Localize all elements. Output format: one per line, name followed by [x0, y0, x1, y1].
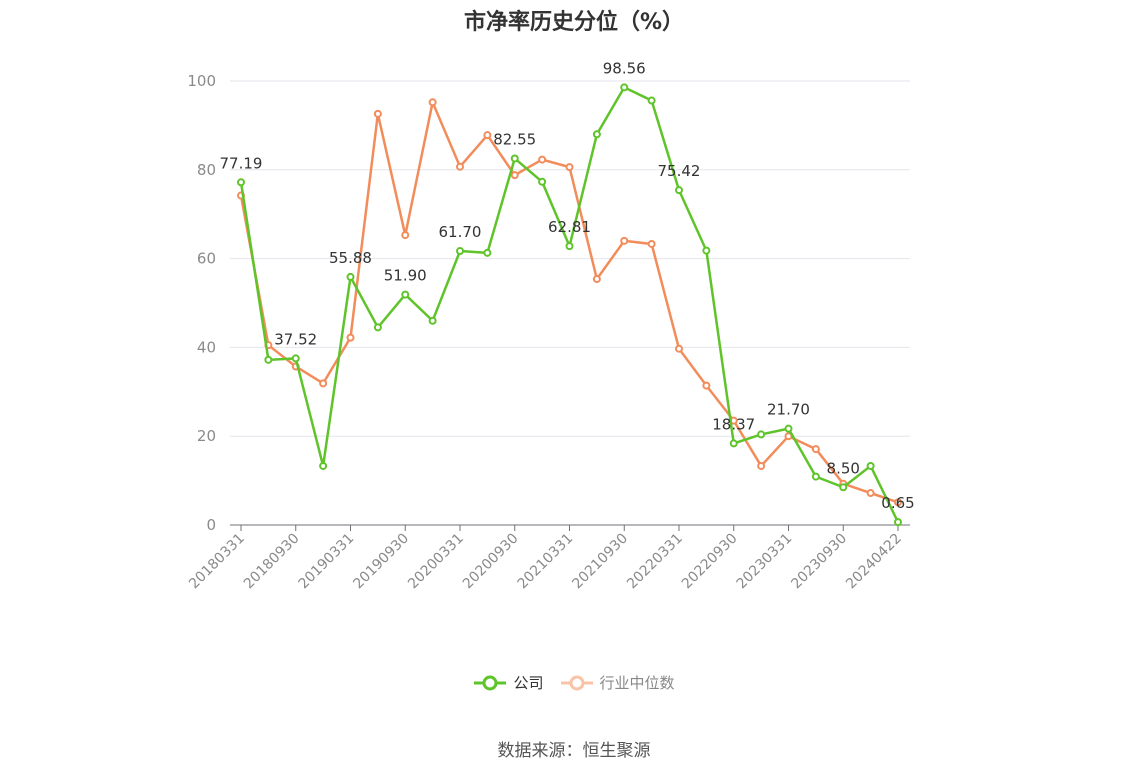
- y-tick-label: 40: [197, 338, 216, 356]
- data-point: [894, 518, 902, 527]
- x-tick-label: 20180331: [186, 531, 248, 593]
- data-point: [565, 242, 574, 251]
- data-label: 98.56: [603, 59, 646, 77]
- data-point: [675, 186, 683, 195]
- data-point: [373, 323, 382, 332]
- y-tick-label: 20: [197, 427, 216, 445]
- data-point: [757, 430, 766, 439]
- data-label: 8.50: [827, 459, 860, 477]
- data-point: [346, 272, 355, 281]
- data-label: 61.70: [439, 223, 482, 241]
- series-layer: [237, 83, 902, 527]
- data-point: [510, 171, 519, 180]
- series-line: [239, 86, 900, 523]
- data-point: [811, 472, 820, 481]
- x-tick-label: 20230930: [788, 531, 850, 593]
- data-point: [538, 177, 547, 186]
- data-label: 37.52: [274, 330, 317, 348]
- data-point: [565, 163, 574, 172]
- data-point: [811, 445, 820, 454]
- data-label: 75.42: [658, 162, 701, 180]
- x-tick-label: 20190930: [350, 531, 412, 593]
- data-point: [346, 333, 355, 342]
- x-tick-label: 20180930: [241, 531, 303, 593]
- data-point: [702, 246, 711, 255]
- data-point: [729, 439, 738, 448]
- data-point: [894, 498, 902, 507]
- data-label: 51.90: [384, 267, 427, 285]
- data-point: [592, 275, 601, 284]
- data-point: [620, 83, 629, 92]
- series-line: [239, 101, 899, 504]
- data-label: 18.37: [712, 415, 755, 433]
- y-tick-label: 60: [197, 250, 216, 268]
- x-tick-label: 20220930: [679, 531, 741, 593]
- data-point: [702, 381, 711, 390]
- data-label: 77.19: [220, 154, 263, 172]
- data-point: [483, 131, 492, 140]
- x-tick-label: 20230331: [734, 531, 796, 593]
- series-1: [237, 98, 902, 507]
- data-point: [538, 155, 547, 164]
- data-label: 55.88: [329, 249, 372, 267]
- data-point: [428, 316, 437, 325]
- x-tick-label: 20210331: [515, 531, 577, 593]
- data-point: [401, 290, 410, 299]
- x-tick-label: 20220331: [624, 531, 686, 593]
- y-tick-label: 100: [187, 72, 216, 90]
- data-label: 21.70: [767, 401, 810, 419]
- data-point: [483, 248, 492, 257]
- data-point: [647, 96, 656, 105]
- legend-marker-industry-median: [560, 675, 593, 690]
- legend-item-industry-median[interactable]: 行业中位数: [560, 672, 675, 693]
- data-label: 0.65: [881, 494, 914, 512]
- legend: 公司 行业中位数: [0, 672, 1148, 693]
- data-point: [456, 247, 464, 256]
- legend-marker-company: [474, 675, 507, 690]
- data-point: [839, 483, 848, 492]
- data-point: [428, 98, 437, 107]
- series-0: [237, 83, 902, 527]
- data-point: [866, 489, 875, 498]
- data-point: [592, 130, 601, 139]
- data-point: [675, 344, 683, 353]
- data-point: [401, 231, 410, 240]
- x-tick-label: 20200331: [405, 531, 467, 593]
- chart-title: 市净率历史分位（%）: [463, 10, 685, 35]
- data-point: [784, 424, 793, 433]
- data-point: [757, 461, 766, 470]
- x-tick-label: 20200930: [460, 531, 522, 593]
- data-point: [237, 178, 245, 187]
- x-tick-label: 20190331: [296, 531, 358, 593]
- x-tick-label: 20240422: [843, 531, 905, 593]
- data-point: [291, 354, 300, 363]
- data-point: [456, 162, 464, 171]
- data-label: 62.81: [548, 218, 591, 236]
- legend-label-company: 公司: [513, 674, 544, 692]
- data-label: 82.55: [493, 130, 536, 148]
- data-point: [510, 154, 519, 163]
- data-labels: 77.19 37.52 55.88 51.90 61.70 82.55 62.81 98.56…: [220, 59, 915, 512]
- data-point: [373, 109, 382, 118]
- y-tick-label: 0: [206, 516, 216, 534]
- x-axis: 2018033120180930201903312019093020200331…: [186, 524, 910, 593]
- data-point: [866, 461, 875, 470]
- x-tick-label: 20210930: [569, 531, 631, 593]
- data-point: [647, 239, 656, 248]
- data-point: [319, 379, 328, 388]
- legend-label-industry-median: 行业中位数: [599, 674, 675, 692]
- source-note: 数据来源：恒生聚源: [497, 741, 651, 761]
- data-point: [319, 461, 328, 470]
- legend-item-company[interactable]: 公司: [473, 672, 544, 693]
- grid-layer: 0 20 40 60 80 100: [187, 72, 910, 534]
- data-point: [620, 236, 629, 245]
- y-tick-label: 80: [197, 161, 216, 179]
- data-point: [264, 355, 273, 364]
